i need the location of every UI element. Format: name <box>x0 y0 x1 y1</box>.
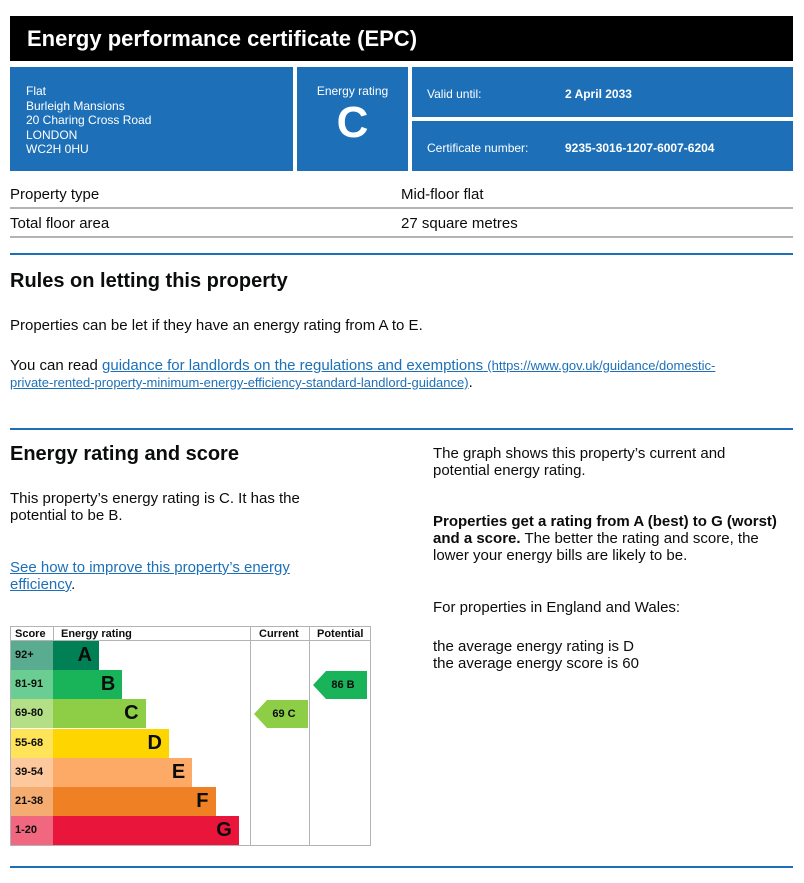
guidance-prefix: You can read <box>10 357 103 374</box>
valid-until-value: 2 April 2033 <box>565 87 632 101</box>
rules-text: Properties can be let if they have an en… <box>10 317 423 334</box>
band-bar-c: C <box>53 699 146 729</box>
section-divider <box>10 866 793 868</box>
averages: the average energy rating is D the avera… <box>433 638 793 672</box>
rating-explanation-text: lower your energy bills are likely to be… <box>433 547 688 564</box>
header-divider <box>53 627 54 641</box>
band-score-d: 55-68 <box>11 728 53 758</box>
energy-rating-text: This property’s energy rating is C. It h… <box>10 490 300 524</box>
property-type-value: Mid-floor flat <box>401 186 484 203</box>
current-header: Current <box>259 628 299 640</box>
band-bar-e: E <box>53 757 193 787</box>
floor-area-key: Total floor area <box>10 215 110 232</box>
band-score-e: 39-54 <box>11 757 53 787</box>
property-type-row: Property type Mid-floor flat <box>10 180 793 209</box>
potential-rating-arrow: 86 B <box>313 670 367 699</box>
energy-rating-header: Energy rating <box>61 628 132 640</box>
address-line: Burleigh Mansions <box>26 98 125 113</box>
band-score-g: 1-20 <box>11 816 53 846</box>
current-column-divider <box>250 627 251 845</box>
band-bar-d: D <box>53 728 169 758</box>
property-address: Flat Burleigh Mansions 20 Charing Cross … <box>10 67 293 171</box>
certificate-number-box: Certificate number: 9235-3016-1207-6007-… <box>412 121 793 171</box>
improve-link-text: efficiency <box>10 576 72 593</box>
guidance-paragraph: You can read guidance for landlords on t… <box>10 357 793 391</box>
band-bar-b: B <box>53 670 123 700</box>
valid-until-box: Valid until: 2 April 2033 <box>412 67 793 117</box>
potential-rating-arrow-label: 86 B <box>331 678 355 691</box>
energy-heading: Energy rating and score <box>10 443 239 465</box>
certificate-number-label: Certificate number: <box>427 141 529 155</box>
improve-efficiency-link[interactable]: See how to improve this property’s energ… <box>10 559 290 593</box>
certificate-number-value: 9235-3016-1207-6007-6204 <box>565 141 715 155</box>
guidance-link-url: private-rented-property-minimum-energy-e… <box>10 375 469 390</box>
section-divider <box>10 428 793 430</box>
band-bar-a: A <box>53 641 99 670</box>
band-score-f: 21-38 <box>11 787 53 816</box>
guidance-link-url: (https://www.gov.uk/guidance/domestic- <box>487 358 716 373</box>
address-line: 20 Charing Cross Road <box>26 113 152 127</box>
address-line: Flat <box>26 84 47 98</box>
rating-explanation: Properties get a rating from A (best) to… <box>433 513 793 564</box>
england-wales-label: For properties in England and Wales: <box>433 599 681 616</box>
guidance-period: . <box>468 374 473 391</box>
potential-header: Potential <box>317 628 364 640</box>
improve-paragraph: See how to improve this property’s energ… <box>10 559 290 593</box>
current-rating-arrow-label: 69 C <box>272 707 296 720</box>
improve-period: . <box>71 576 76 593</box>
rating-explanation-text: The better the rating and score, the <box>520 530 759 547</box>
address-line: LONDON <box>26 127 78 142</box>
energy-rating-letter: C <box>336 98 369 147</box>
current-rating-arrow: 69 C <box>254 699 308 728</box>
rating-explanation-bold: Properties get a rating from A (best) to… <box>433 513 777 530</box>
graph-line: The graph shows this property’s current … <box>433 445 726 462</box>
band-bar-f: F <box>53 787 216 816</box>
improve-link-text: See how to improve this property’s energ… <box>10 559 290 576</box>
page-title: Energy performance certificate (EPC) <box>10 16 793 61</box>
energy-rating-label: Energy rating <box>316 84 389 98</box>
certificate-header: Flat Burleigh Mansions 20 Charing Cross … <box>10 67 793 171</box>
band-score-c: 69-80 <box>11 699 53 729</box>
energy-rating-chart: Score Energy rating Current Potential 92… <box>10 626 371 846</box>
score-header: Score <box>15 628 46 640</box>
property-type-key: Property type <box>10 186 100 203</box>
guidance-link-text: guidance for landlords on the regulation… <box>102 357 484 374</box>
graph-line: potential energy rating. <box>433 462 586 479</box>
address-line: WC2H 0HU <box>26 142 89 156</box>
guidance-link[interactable]: guidance for landlords on the regulation… <box>10 357 715 391</box>
average-rating: the average energy rating is D <box>433 638 634 655</box>
energy-rating-line: This property’s energy rating is C. It h… <box>10 490 300 507</box>
average-score: the average energy score is 60 <box>433 655 639 672</box>
floor-area-value: 27 square metres <box>401 215 518 232</box>
chart-header: Score Energy rating Current Potential <box>11 627 370 641</box>
graph-explanation: The graph shows this property’s current … <box>433 445 793 479</box>
band-score-b: 81-91 <box>11 670 53 700</box>
rules-heading: Rules on letting this property <box>10 270 288 292</box>
band-bar-g: G <box>53 816 239 846</box>
rating-explanation-bold: and a score. <box>433 530 521 547</box>
potential-column-divider <box>309 627 310 845</box>
energy-rating-box: Energy rating C <box>297 67 408 171</box>
band-score-a: 92+ <box>11 641 53 670</box>
valid-until-label: Valid until: <box>427 87 482 101</box>
energy-rating-line: potential to be B. <box>10 507 123 524</box>
floor-area-row: Total floor area 27 square metres <box>10 209 793 238</box>
section-divider <box>10 253 793 255</box>
